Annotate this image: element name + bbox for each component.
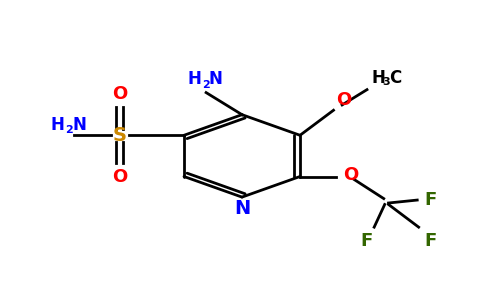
Text: 3: 3 bbox=[383, 77, 391, 87]
Text: C: C bbox=[390, 69, 402, 87]
Text: O: O bbox=[343, 166, 358, 184]
Text: S: S bbox=[112, 126, 126, 145]
Text: N: N bbox=[234, 199, 250, 218]
Text: O: O bbox=[112, 168, 127, 186]
Text: O: O bbox=[336, 91, 351, 109]
Text: H: H bbox=[372, 69, 386, 87]
Text: 2: 2 bbox=[65, 125, 73, 135]
Text: N: N bbox=[209, 70, 223, 88]
Text: F: F bbox=[424, 191, 437, 209]
Text: N: N bbox=[72, 116, 86, 134]
Text: H: H bbox=[50, 116, 64, 134]
Text: F: F bbox=[424, 232, 437, 250]
Text: O: O bbox=[112, 85, 127, 103]
Text: F: F bbox=[361, 232, 373, 250]
Text: H: H bbox=[187, 70, 201, 88]
Text: 2: 2 bbox=[202, 80, 210, 90]
